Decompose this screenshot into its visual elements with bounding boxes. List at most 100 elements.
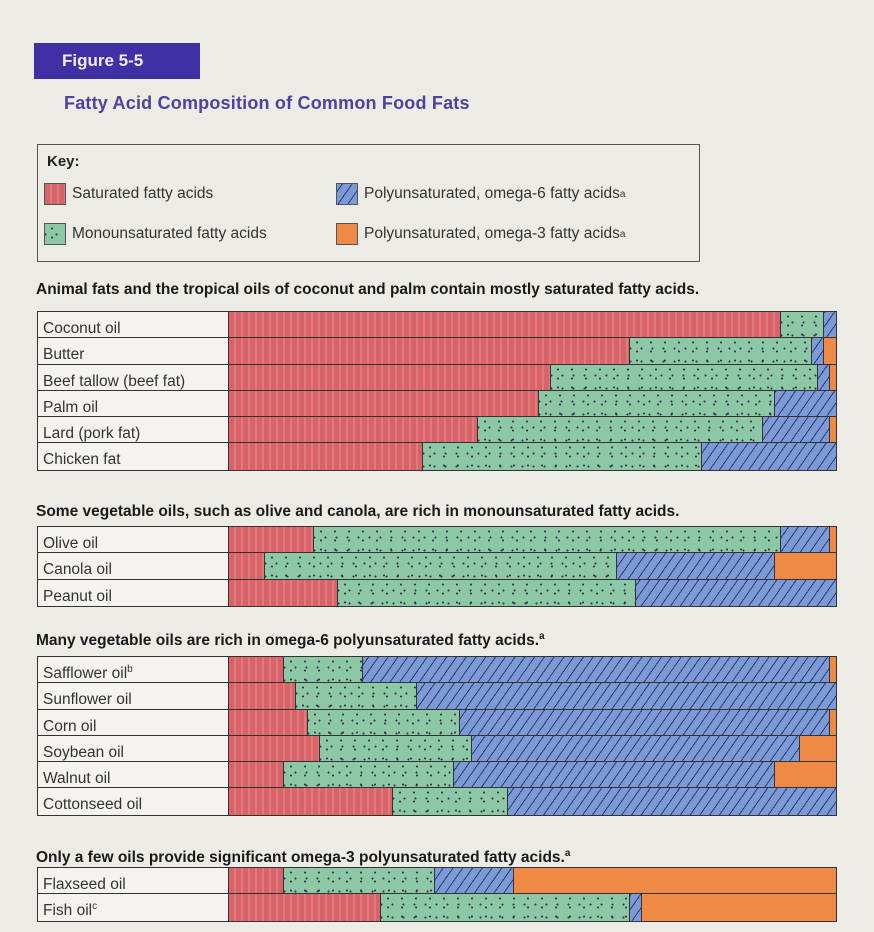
bar-row: Fish oilc xyxy=(38,894,836,921)
row-label: Butter xyxy=(38,338,229,364)
bar-segment-o3 xyxy=(799,735,836,762)
bar-segment-mono xyxy=(538,390,776,417)
bar-segment-sat xyxy=(229,312,782,338)
bar-segment-sat xyxy=(229,657,284,683)
bar-row: Butter xyxy=(38,338,836,365)
bar-segment-o3 xyxy=(823,338,836,364)
bar-segment-mono xyxy=(380,894,630,921)
bar-segment-mono xyxy=(313,527,782,553)
bar-row: Cottonseed oil xyxy=(38,788,836,815)
legend-title: Key: xyxy=(47,153,80,170)
bar-segment-o6 xyxy=(362,657,830,683)
row-label: Fish oilc xyxy=(38,894,229,921)
group-heading: Only a few oils provide significant omeg… xyxy=(36,848,571,867)
figure-label: Figure 5-5 xyxy=(34,43,200,79)
bar-segment-mono xyxy=(295,683,418,709)
group-heading: Some vegetable oils, such as olive and c… xyxy=(36,503,680,521)
bar-segment-sat xyxy=(229,709,308,735)
bar-segment-sat xyxy=(229,868,284,894)
stacked-bar xyxy=(229,417,836,443)
bar-segment-sat xyxy=(229,579,339,606)
bar-segment-o6 xyxy=(453,762,776,788)
bar-row: Olive oil xyxy=(38,527,836,554)
stacked-bar xyxy=(229,894,836,921)
legend-item-monounsaturated: Monounsaturated fatty acids xyxy=(44,223,267,245)
bar-segment-sat xyxy=(229,894,381,921)
bar-row: Walnut oil xyxy=(38,762,836,789)
bar-segment-o3 xyxy=(775,762,836,788)
stacked-bar xyxy=(229,735,836,762)
bar-segment-sat xyxy=(229,553,266,579)
row-label: Canola oil xyxy=(38,553,229,579)
stacked-bar xyxy=(229,312,836,338)
bar-segment-mono xyxy=(283,868,436,894)
bar-segment-o6 xyxy=(702,443,836,470)
group-table: Flaxseed oil Fish oilc xyxy=(37,867,837,922)
omega6-swatch xyxy=(336,183,358,205)
bar-segment-o6 xyxy=(811,338,824,364)
bar-row: Coconut oil xyxy=(38,312,836,339)
bar-segment-o6 xyxy=(471,735,800,762)
legend-item-omega3: Polyunsaturated, omega-3 fatty acids a xyxy=(336,223,625,245)
bar-segment-o3 xyxy=(829,709,836,735)
bar-segment-sat xyxy=(229,390,539,417)
row-label: Cottonseed oil xyxy=(38,788,229,815)
stacked-bar xyxy=(229,709,836,735)
legend: Key: Saturated fatty acids Polyunsaturat… xyxy=(37,144,700,262)
chart-title: Fatty Acid Composition of Common Food Fa… xyxy=(64,93,470,113)
row-label: Chicken fat xyxy=(38,443,229,470)
row-label: Peanut oil xyxy=(38,579,229,606)
legend-item-omega6: Polyunsaturated, omega-6 fatty acids a xyxy=(336,183,625,205)
group-table: Coconut oil Butter Beef tallow (beef fat) P… xyxy=(37,311,837,471)
bar-segment-o3 xyxy=(775,553,836,579)
row-label: Lard (pork fat) xyxy=(38,417,229,443)
bar-segment-sat xyxy=(229,683,296,709)
row-label: Olive oil xyxy=(38,527,229,553)
bar-segment-o6 xyxy=(635,579,836,606)
bar-row: Palm oil xyxy=(38,390,836,418)
omega3-swatch xyxy=(336,223,358,245)
bar-segment-mono xyxy=(320,735,472,762)
row-label: Walnut oil xyxy=(38,762,229,788)
stacked-bar xyxy=(229,390,836,417)
monounsaturated-swatch xyxy=(44,223,66,245)
bar-segment-sat xyxy=(229,735,321,762)
row-label: Palm oil xyxy=(38,390,229,417)
bar-segment-o3 xyxy=(829,417,836,443)
bar-row: Sunflower oil xyxy=(38,683,836,710)
bar-row: Flaxseed oil xyxy=(38,868,836,895)
bar-segment-mono xyxy=(629,338,812,364)
bar-segment-o6 xyxy=(617,553,776,579)
stacked-bar xyxy=(229,788,836,815)
legend-item-saturated: Saturated fatty acids xyxy=(44,183,213,205)
stacked-bar xyxy=(229,364,836,390)
bar-segment-o6 xyxy=(781,527,830,553)
bar-segment-o6 xyxy=(817,364,830,390)
row-label: Corn oil xyxy=(38,709,229,735)
bar-segment-o3 xyxy=(641,894,836,921)
bar-segment-o6 xyxy=(417,683,836,709)
bar-segment-mono xyxy=(423,443,703,470)
bar-segment-o6 xyxy=(629,894,642,921)
stacked-bar xyxy=(229,553,836,579)
bar-segment-o6 xyxy=(763,417,830,443)
stacked-bar xyxy=(229,868,836,894)
bar-segment-o6 xyxy=(459,709,830,735)
bar-segment-mono xyxy=(338,579,636,606)
row-label: Safflower oilb xyxy=(38,657,229,683)
bar-segment-o6 xyxy=(435,868,515,894)
bar-segment-mono xyxy=(392,788,509,815)
bar-segment-sat xyxy=(229,762,284,788)
stacked-bar xyxy=(229,683,836,709)
bar-segment-o3 xyxy=(514,868,836,894)
row-label: Sunflower oil xyxy=(38,683,229,709)
bar-segment-mono xyxy=(283,762,454,788)
bar-segment-mono xyxy=(307,709,460,735)
group-heading: Many vegetable oils are rich in omega-6 … xyxy=(36,631,545,650)
bar-segment-sat xyxy=(229,364,551,390)
stacked-bar xyxy=(229,527,836,553)
bar-segment-o6 xyxy=(823,312,836,338)
stacked-bar xyxy=(229,338,836,364)
row-label: Flaxseed oil xyxy=(38,868,229,894)
bar-segment-o3 xyxy=(829,527,836,553)
